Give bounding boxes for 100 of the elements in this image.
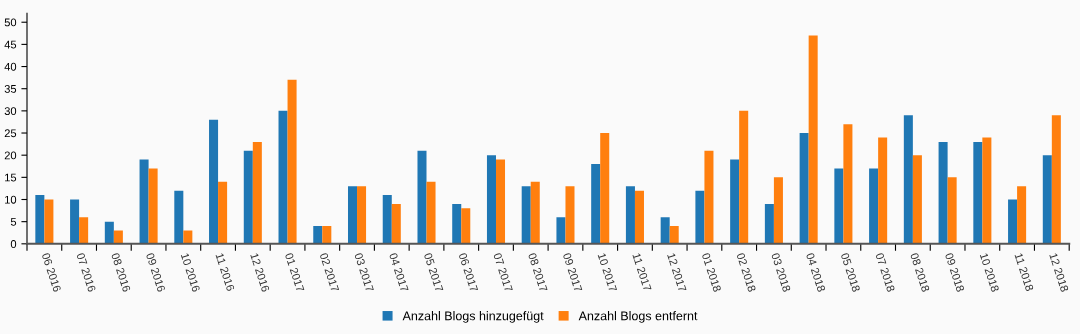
x-tick-label: 09 2018	[944, 252, 965, 293]
bar	[70, 199, 80, 244]
bar	[452, 203, 462, 244]
bar	[174, 190, 184, 244]
x-tick-label: 02 2018	[736, 252, 757, 293]
x-tick-label: 07 2018	[875, 252, 896, 293]
bar	[600, 133, 610, 244]
x-tick-label: 12 2018	[1049, 252, 1069, 293]
bar	[113, 230, 123, 244]
x-tick-label: 11 2016	[215, 252, 235, 292]
x-tick-label: 04 2018	[805, 252, 826, 293]
bar	[843, 124, 853, 244]
x-tick-label: 08 2016	[111, 252, 131, 293]
y-tick-label: 45	[4, 40, 17, 49]
y-tick-label: 20	[4, 151, 17, 160]
x-tick-label: 09 2016	[145, 252, 166, 293]
bar	[695, 190, 705, 244]
bar	[565, 186, 575, 244]
x-tick-label: 04 2017	[389, 252, 409, 293]
bar	[218, 181, 228, 244]
bar	[764, 203, 774, 244]
y-tick-label: 40	[4, 62, 17, 71]
x-tick-label: 09 2017	[562, 252, 583, 293]
bar	[209, 119, 219, 244]
bar	[634, 190, 644, 244]
bar	[252, 141, 262, 244]
bar	[486, 155, 496, 244]
bar	[878, 137, 888, 244]
x-tick-label: 01 2018	[701, 252, 722, 293]
bar	[1042, 155, 1052, 244]
bar	[521, 186, 531, 244]
bar	[973, 141, 983, 244]
x-tick-label: 10 2018	[979, 252, 1000, 293]
bar	[139, 159, 149, 244]
y-tick-label: 35	[4, 84, 17, 93]
bar	[739, 110, 749, 244]
x-tick-label: 03 2017	[354, 252, 374, 293]
bar	[669, 226, 679, 244]
y-tick-label: 30	[4, 107, 17, 115]
x-tick-label: 01 2017	[284, 252, 305, 293]
y-tick-label: 5	[10, 218, 17, 226]
bar	[495, 159, 506, 244]
bar	[426, 181, 436, 244]
legend-label: Anzahl Blogs hinzugefügt	[402, 311, 544, 323]
bar	[773, 177, 783, 244]
bar	[313, 226, 323, 244]
x-tick-label: 05 2018	[840, 252, 861, 293]
bar	[799, 133, 809, 244]
bar	[912, 155, 922, 244]
bar	[730, 159, 740, 244]
x-tick-label: 06 2017	[458, 252, 479, 293]
y-tick-label: 10	[5, 195, 17, 204]
bar	[322, 226, 332, 244]
bar	[382, 195, 392, 244]
bar	[104, 221, 114, 244]
bar	[530, 181, 540, 244]
bar	[947, 177, 957, 244]
bar	[357, 186, 367, 244]
x-tick-label: 08 2017	[528, 252, 548, 293]
x-tick-label: 03 2018	[771, 252, 791, 293]
bar	[278, 110, 288, 244]
x-tick-label: 07 2016	[76, 252, 97, 293]
x-tick-label: 12 2017	[667, 252, 687, 293]
bar	[834, 168, 844, 244]
bar	[391, 203, 401, 244]
bar	[938, 141, 948, 244]
bar	[1008, 199, 1018, 244]
y-tick-label: 50	[4, 18, 17, 27]
bar	[1051, 115, 1061, 244]
bar	[44, 199, 54, 244]
bar	[79, 217, 89, 244]
bar	[903, 115, 913, 244]
bar	[704, 150, 714, 244]
bar	[35, 195, 45, 244]
bar	[183, 230, 193, 244]
bar	[556, 217, 566, 244]
bar	[869, 168, 879, 244]
x-tick-label: 08 2018	[910, 252, 930, 293]
bar	[591, 164, 601, 244]
x-tick-label: 11 2017	[632, 252, 652, 292]
legend-label: Anzahl Blogs entfernt	[578, 311, 698, 323]
bar	[808, 35, 818, 244]
x-tick-label: 11 2018	[1014, 252, 1034, 292]
x-tick-label: 07 2017	[493, 252, 513, 293]
bar	[348, 186, 358, 244]
y-tick-label: 0	[10, 240, 17, 248]
y-tick-label: 15	[5, 173, 17, 182]
x-tick-label: 05 2017	[423, 252, 444, 293]
y-tick-label: 25	[4, 129, 17, 138]
bar	[243, 150, 253, 244]
bar	[287, 79, 297, 244]
x-tick-label: 06 2016	[41, 252, 62, 293]
x-tick-label: 10 2017	[597, 252, 618, 293]
bar	[982, 137, 992, 244]
bar	[417, 150, 427, 244]
x-tick-label: 12 2016	[250, 252, 270, 293]
bar	[461, 208, 471, 244]
x-tick-label: 10 2016	[180, 252, 201, 293]
bar	[148, 168, 158, 244]
bar	[660, 217, 670, 244]
